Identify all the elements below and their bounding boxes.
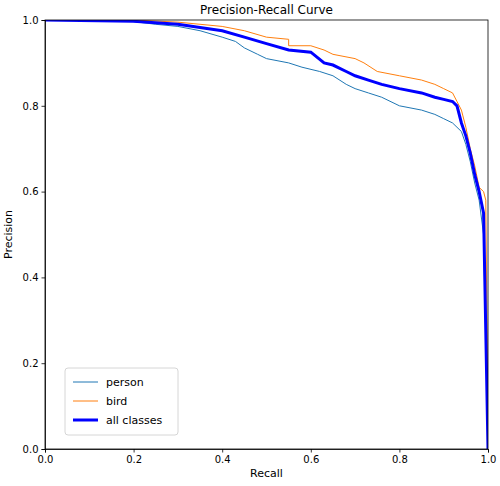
x-axis: 0.0 0.2 0.4 0.6 0.8 1.0 — [38, 449, 497, 465]
tick-mark — [311, 449, 312, 453]
tick-mark — [134, 449, 135, 453]
tick-mark — [42, 20, 46, 21]
tick: 0.2 — [23, 358, 45, 369]
tick: 1.0 — [481, 449, 497, 465]
title: Precision-Recall Curve — [200, 3, 333, 17]
legend-label: all classes — [106, 414, 162, 427]
legend-swatch — [73, 382, 98, 383]
tick: 0.8 — [392, 449, 408, 465]
tick-label: 1.0 — [481, 454, 497, 465]
tick-label: 0.0 — [23, 444, 39, 455]
tick: 0.4 — [23, 272, 45, 283]
tick-mark — [42, 192, 46, 193]
tick-label: 1.0 — [23, 15, 39, 26]
tick-mark — [42, 449, 46, 450]
plot-background — [45, 20, 488, 449]
tick-label: 0.0 — [38, 454, 54, 465]
chart: 0.0 0.2 0.4 0.6 0.8 1.0 0.0 0.2 0.4 0.6 0.8 1.0 Prec… — [0, 0, 500, 486]
tick: 0.2 — [126, 449, 142, 465]
tick-mark — [399, 449, 400, 453]
tick-label: 0.8 — [23, 101, 39, 112]
legend: person bird all classes — [65, 368, 178, 435]
tick-mark — [222, 449, 223, 453]
legend-swatch — [73, 419, 98, 422]
tick: 0.6 — [23, 186, 45, 197]
tick-label: 0.4 — [23, 272, 39, 283]
axis-line — [46, 450, 489, 453]
legend-label: person — [106, 376, 144, 389]
tick-mark — [488, 449, 489, 453]
plot-frame — [45, 20, 488, 449]
tick-label: 0.2 — [23, 358, 39, 369]
legend-swatch — [73, 401, 98, 402]
legend-box — [65, 368, 178, 435]
y-axis-label: Precision — [2, 210, 15, 259]
tick: 0.6 — [303, 449, 319, 465]
tick-label: 0.4 — [215, 454, 231, 465]
tick-label: 0.6 — [303, 454, 319, 465]
series-line — [45, 20, 488, 449]
series-line — [45, 20, 488, 449]
tick: 0.8 — [23, 101, 45, 112]
legend-label: bird — [106, 395, 127, 408]
series-line — [45, 20, 488, 449]
tick-label: 0.6 — [23, 186, 39, 197]
tick: 0.4 — [215, 449, 231, 465]
tick-label: 0.8 — [392, 454, 408, 465]
tick-label: 0.2 — [126, 454, 142, 465]
tick-mark — [42, 363, 46, 364]
x-axis-label: Recall — [250, 467, 283, 480]
tick: 1.0 — [23, 15, 45, 26]
tick: 0.0 — [38, 449, 54, 465]
tick-mark — [42, 106, 46, 107]
y-axis: 0.0 0.2 0.4 0.6 0.8 1.0 — [23, 15, 46, 455]
tick: 0.0 — [23, 444, 45, 455]
tick-mark — [42, 277, 46, 278]
plot-area — [45, 20, 488, 449]
